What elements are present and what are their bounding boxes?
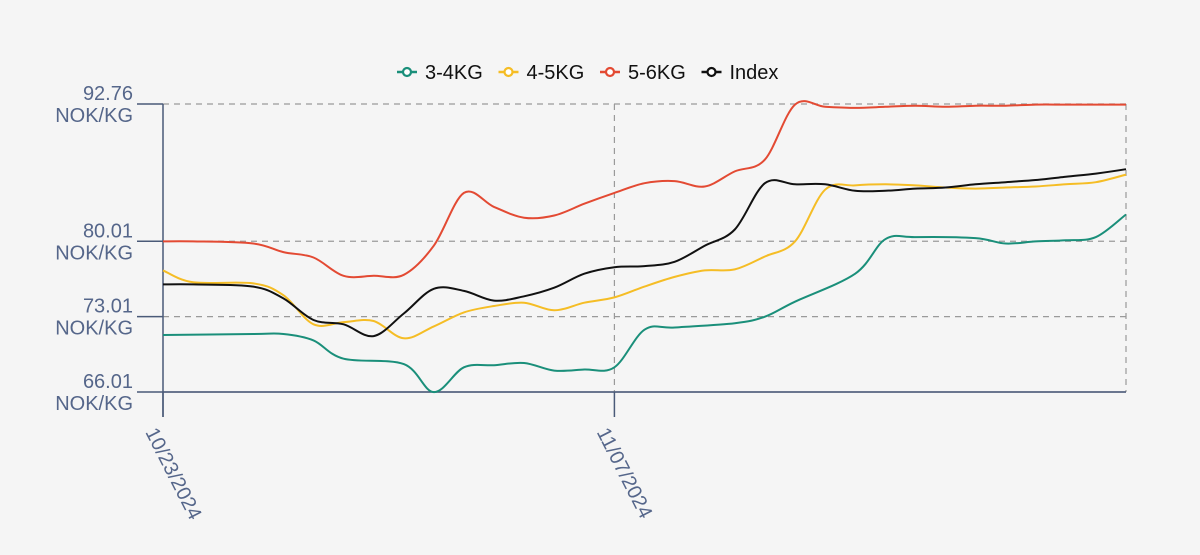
x-tick-label: 10/23/2024 [141, 424, 206, 523]
legend-item-3-4kg[interactable]: 3-4KG [397, 62, 483, 84]
legend-marker [604, 66, 616, 78]
y-tick-label: 73.01 NOK/KG [55, 296, 133, 340]
y-tick-label: 66.01 NOK/KG [55, 371, 133, 415]
series-line-4-5kg [162, 173, 1127, 340]
x-tick-label: 11/07/2024 [592, 424, 656, 522]
legend-marker [401, 66, 413, 78]
y-tick-label: 80.01 NOK/KG [55, 220, 133, 264]
legend-item-index[interactable]: Index [701, 62, 779, 84]
series-line-5-6kg [162, 100, 1126, 279]
series-line-3-4kg [162, 213, 1127, 394]
legend-item-5-6kg[interactable]: 5-6KG [600, 62, 686, 84]
legend-label: 5-6KG [628, 62, 686, 84]
legend-label: 3-4KG [425, 62, 483, 84]
y-tick-label: 92.76 NOK/KG [55, 83, 133, 127]
legend-marker [503, 66, 514, 78]
series-line-index [162, 168, 1127, 338]
legend-label: 4-5KG [527, 62, 585, 84]
legend-item-4-5kg[interactable]: 4-5KG [498, 62, 585, 84]
legend-marker [706, 66, 717, 78]
legend-label: Index [730, 62, 779, 84]
